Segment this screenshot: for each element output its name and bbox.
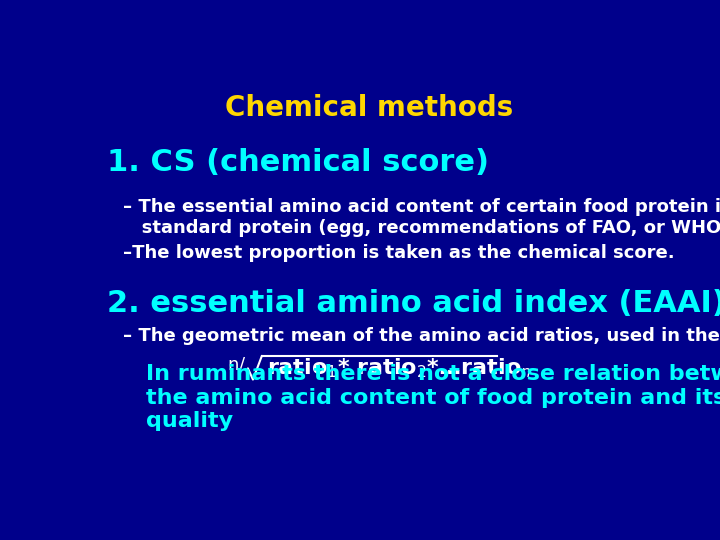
Text: $\mathregular{n/}$: $\mathregular{n/}$ [227,355,246,373]
Text: In ruminants there is not a close relation between
the amino acid content of foo: In ruminants there is not a close relati… [145,364,720,431]
Text: – The essential amino acid content of certain food protein is compared with a
  : – The essential amino acid content of ce… [124,198,720,237]
Text: Chemical methods: Chemical methods [225,94,513,122]
Text: ratio$_1$* ratio$_2$*…ratio$_n$: ratio$_1$* ratio$_2$*…ratio$_n$ [267,356,532,380]
Text: – The geometric mean of the amino acid ratios, used in the CS determination: – The geometric mean of the amino acid r… [124,327,720,345]
Text: 2. essential amino acid index (EAAI): 2. essential amino acid index (EAAI) [107,289,720,319]
Text: 1. CS (chemical score): 1. CS (chemical score) [107,148,489,177]
Text: –The lowest proportion is taken as the chemical score.: –The lowest proportion is taken as the c… [124,244,675,261]
